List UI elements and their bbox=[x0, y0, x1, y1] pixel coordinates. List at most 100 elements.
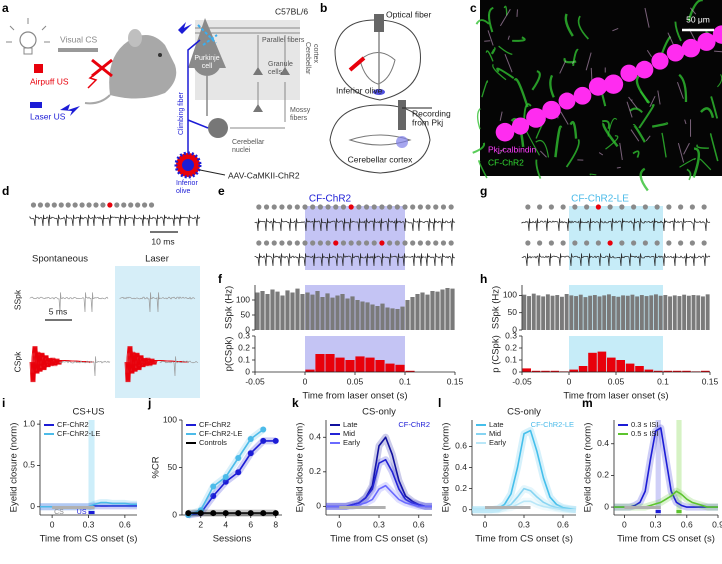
spike-dot bbox=[65, 202, 71, 208]
spike-dot bbox=[425, 204, 431, 210]
dendrite bbox=[616, 166, 621, 169]
trace bbox=[119, 292, 196, 313]
bar bbox=[395, 364, 405, 372]
bar bbox=[668, 296, 672, 330]
point bbox=[210, 510, 217, 517]
fiber bbox=[589, 173, 597, 176]
bar bbox=[672, 370, 682, 372]
label: 10 ms bbox=[151, 236, 174, 246]
bar bbox=[350, 296, 355, 330]
bar bbox=[400, 306, 405, 330]
x-axis-label: Time from CS onset (s) bbox=[617, 534, 715, 545]
x-tick-label: 8 bbox=[273, 519, 278, 529]
fiber bbox=[485, 50, 494, 62]
point bbox=[210, 493, 217, 499]
bar bbox=[335, 357, 345, 372]
y-tick-label: 0 bbox=[512, 324, 517, 334]
annotation: CF-ChR2-LE bbox=[531, 420, 574, 429]
cell-body bbox=[666, 44, 685, 62]
spike-dot bbox=[440, 204, 447, 210]
bar bbox=[686, 295, 691, 330]
cell-body bbox=[588, 77, 608, 96]
bar bbox=[607, 294, 611, 330]
x-tick-label: 0.3 bbox=[518, 519, 530, 529]
spike-dot bbox=[72, 202, 78, 208]
bar bbox=[340, 294, 345, 330]
bar bbox=[280, 295, 285, 330]
spike-dot bbox=[595, 240, 601, 246]
y-tick-label: 0.2 bbox=[505, 342, 517, 352]
y-tick-label: 0.2 bbox=[238, 342, 250, 352]
y-tick-label: 0.4 bbox=[309, 432, 321, 442]
fiber bbox=[475, 19, 490, 25]
spike-dot bbox=[256, 240, 262, 246]
bar bbox=[420, 292, 425, 330]
y-tick-label: 50 bbox=[241, 309, 251, 319]
fiber bbox=[565, 138, 580, 168]
y-tick-label: 0 bbox=[462, 504, 467, 514]
label: Climbing fiber bbox=[178, 92, 185, 135]
label: 50 μm bbox=[686, 14, 710, 24]
x-tick-label: 0.05 bbox=[347, 376, 364, 386]
fiber bbox=[577, 15, 589, 40]
cell-body bbox=[558, 92, 576, 110]
us-bar bbox=[88, 511, 95, 514]
spike-dot bbox=[387, 240, 393, 246]
legend-label: CF-ChR2 bbox=[199, 420, 231, 429]
spike-dot bbox=[701, 204, 707, 210]
fiber bbox=[531, 70, 541, 91]
fiber bbox=[700, 107, 715, 119]
dendrite bbox=[628, 96, 638, 109]
dendrite bbox=[690, 7, 697, 15]
bar bbox=[380, 303, 385, 330]
legend-label: 0.5 s ISI bbox=[631, 429, 659, 438]
spike-dot bbox=[619, 204, 625, 210]
x-axis-label: Time from CS onset (s) bbox=[475, 534, 573, 545]
y-axis-label: p (CSpk) bbox=[491, 335, 502, 372]
spike-dot bbox=[348, 204, 354, 210]
cell-body bbox=[635, 60, 654, 79]
x-tick-label: 0.3 bbox=[650, 519, 662, 529]
bar bbox=[260, 291, 265, 330]
bar bbox=[345, 298, 350, 330]
line bbox=[472, 500, 576, 511]
bar bbox=[300, 294, 305, 330]
label: Optical fiber bbox=[386, 9, 432, 19]
bar bbox=[410, 297, 415, 330]
spike-dot bbox=[440, 240, 447, 246]
spike-dot bbox=[394, 240, 400, 246]
legend-label: Mid bbox=[489, 429, 501, 438]
point bbox=[235, 455, 242, 461]
bar bbox=[325, 354, 335, 372]
y-axis-label: Eyelid closure (norm) bbox=[441, 423, 452, 513]
y-tick-label: 0.2 bbox=[597, 470, 609, 480]
label: Recording bbox=[412, 108, 451, 118]
spike-dot bbox=[317, 240, 323, 246]
spike-dot bbox=[402, 204, 408, 210]
fiber bbox=[512, 36, 526, 42]
spike-dot bbox=[548, 240, 554, 246]
spike-dot bbox=[448, 240, 454, 246]
spike-dot bbox=[310, 204, 316, 210]
fiber bbox=[498, 45, 513, 56]
bar bbox=[630, 294, 635, 330]
spike-dot bbox=[689, 240, 695, 246]
bar bbox=[644, 369, 654, 372]
bar bbox=[625, 295, 630, 330]
spike-dot bbox=[148, 202, 155, 208]
fiber bbox=[476, 108, 481, 130]
point bbox=[210, 483, 217, 490]
bar bbox=[635, 296, 640, 330]
fiber bbox=[490, 46, 496, 55]
point bbox=[260, 437, 267, 444]
bar bbox=[550, 295, 555, 330]
label: from Pkj bbox=[412, 117, 443, 127]
bar bbox=[355, 300, 360, 330]
fiber bbox=[503, 5, 508, 16]
spike-dot bbox=[93, 202, 99, 208]
fiber bbox=[564, 13, 574, 37]
bar bbox=[701, 296, 705, 330]
bar bbox=[569, 369, 578, 372]
spike-dot bbox=[410, 240, 416, 246]
y-tick-label: 0.1 bbox=[505, 354, 517, 364]
